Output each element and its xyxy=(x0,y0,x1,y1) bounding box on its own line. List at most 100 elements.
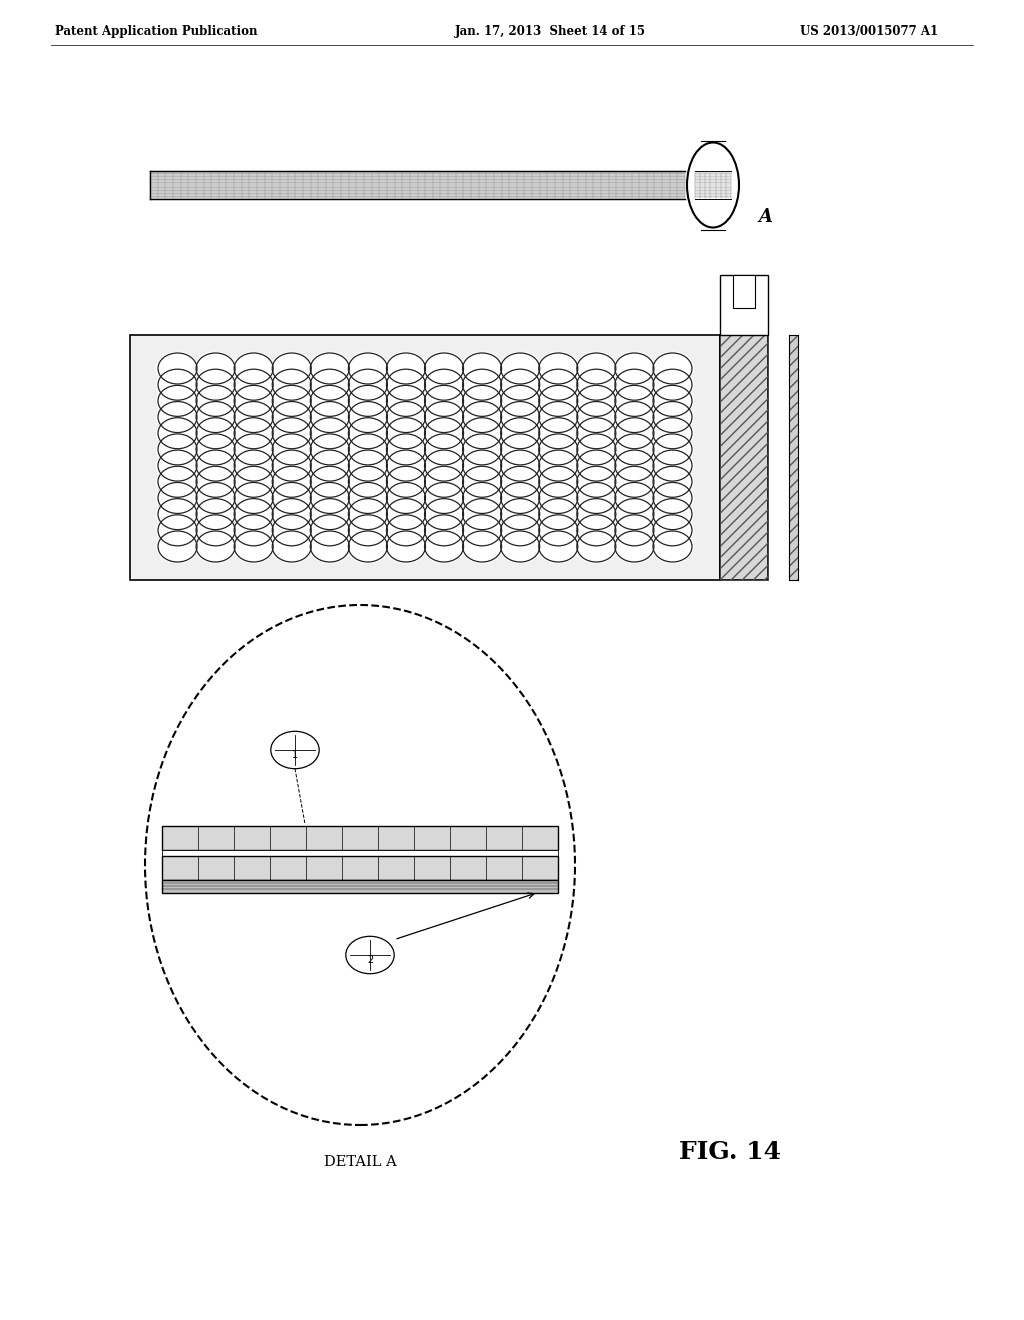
Ellipse shape xyxy=(537,449,580,483)
Bar xyxy=(788,335,798,579)
Ellipse shape xyxy=(537,351,580,385)
Ellipse shape xyxy=(156,449,199,483)
Ellipse shape xyxy=(156,529,199,564)
Ellipse shape xyxy=(156,416,199,450)
Ellipse shape xyxy=(499,433,542,466)
Ellipse shape xyxy=(574,480,617,515)
Ellipse shape xyxy=(651,368,694,401)
Ellipse shape xyxy=(537,400,580,434)
Ellipse shape xyxy=(308,498,351,531)
Bar xyxy=(162,826,558,850)
Text: Patent Application Publication: Patent Application Publication xyxy=(55,25,257,38)
Ellipse shape xyxy=(195,465,237,499)
Ellipse shape xyxy=(195,498,237,531)
Ellipse shape xyxy=(156,368,199,401)
Ellipse shape xyxy=(574,513,617,548)
Ellipse shape xyxy=(384,368,427,401)
Ellipse shape xyxy=(232,384,275,418)
Ellipse shape xyxy=(613,498,656,531)
Bar xyxy=(162,855,558,879)
Ellipse shape xyxy=(537,465,580,499)
Ellipse shape xyxy=(499,480,542,515)
Ellipse shape xyxy=(423,368,466,401)
Ellipse shape xyxy=(423,400,466,434)
Ellipse shape xyxy=(461,449,504,483)
Ellipse shape xyxy=(384,498,427,531)
Ellipse shape xyxy=(308,351,351,385)
Ellipse shape xyxy=(270,384,313,418)
Ellipse shape xyxy=(195,433,237,466)
Ellipse shape xyxy=(346,529,389,564)
Bar xyxy=(720,335,768,579)
Ellipse shape xyxy=(651,449,694,483)
Ellipse shape xyxy=(574,433,617,466)
Ellipse shape xyxy=(423,498,466,531)
Ellipse shape xyxy=(423,416,466,450)
Ellipse shape xyxy=(346,416,389,450)
Ellipse shape xyxy=(346,400,389,434)
Ellipse shape xyxy=(156,513,199,548)
Ellipse shape xyxy=(384,449,427,483)
Ellipse shape xyxy=(423,433,466,466)
Ellipse shape xyxy=(537,498,580,531)
Ellipse shape xyxy=(574,384,617,418)
Ellipse shape xyxy=(308,368,351,401)
Ellipse shape xyxy=(423,351,466,385)
Ellipse shape xyxy=(537,368,580,401)
Ellipse shape xyxy=(461,416,504,450)
Ellipse shape xyxy=(651,400,694,434)
Bar xyxy=(162,879,558,892)
Text: 2: 2 xyxy=(367,954,373,965)
Ellipse shape xyxy=(195,351,237,385)
Ellipse shape xyxy=(423,529,466,564)
Ellipse shape xyxy=(384,529,427,564)
Ellipse shape xyxy=(232,498,275,531)
Ellipse shape xyxy=(537,416,580,450)
Ellipse shape xyxy=(346,480,389,515)
Ellipse shape xyxy=(613,529,656,564)
Ellipse shape xyxy=(156,400,199,434)
Ellipse shape xyxy=(613,416,656,450)
Text: FIG. 14: FIG. 14 xyxy=(679,1140,781,1164)
Ellipse shape xyxy=(613,351,656,385)
Ellipse shape xyxy=(423,480,466,515)
Ellipse shape xyxy=(308,416,351,450)
Ellipse shape xyxy=(461,368,504,401)
Ellipse shape xyxy=(346,513,389,548)
Ellipse shape xyxy=(461,465,504,499)
Ellipse shape xyxy=(613,449,656,483)
Ellipse shape xyxy=(651,433,694,466)
Ellipse shape xyxy=(651,465,694,499)
Ellipse shape xyxy=(195,368,237,401)
Ellipse shape xyxy=(384,416,427,450)
Ellipse shape xyxy=(156,498,199,531)
Ellipse shape xyxy=(613,465,656,499)
Ellipse shape xyxy=(232,416,275,450)
Ellipse shape xyxy=(156,480,199,515)
Bar xyxy=(130,335,720,579)
Ellipse shape xyxy=(687,143,739,227)
Ellipse shape xyxy=(613,368,656,401)
Ellipse shape xyxy=(613,384,656,418)
Ellipse shape xyxy=(308,465,351,499)
Text: Jan. 17, 2013  Sheet 14 of 15: Jan. 17, 2013 Sheet 14 of 15 xyxy=(455,25,646,38)
Bar xyxy=(720,275,768,335)
Ellipse shape xyxy=(346,465,389,499)
Ellipse shape xyxy=(651,498,694,531)
Ellipse shape xyxy=(270,731,319,768)
Ellipse shape xyxy=(346,433,389,466)
Ellipse shape xyxy=(308,449,351,483)
Ellipse shape xyxy=(613,480,656,515)
Ellipse shape xyxy=(651,416,694,450)
Ellipse shape xyxy=(308,513,351,548)
Bar xyxy=(162,850,558,855)
Ellipse shape xyxy=(270,433,313,466)
Ellipse shape xyxy=(232,465,275,499)
Ellipse shape xyxy=(232,368,275,401)
Ellipse shape xyxy=(346,498,389,531)
Ellipse shape xyxy=(423,513,466,548)
Ellipse shape xyxy=(461,498,504,531)
Ellipse shape xyxy=(156,465,199,499)
Ellipse shape xyxy=(232,513,275,548)
Ellipse shape xyxy=(270,513,313,548)
